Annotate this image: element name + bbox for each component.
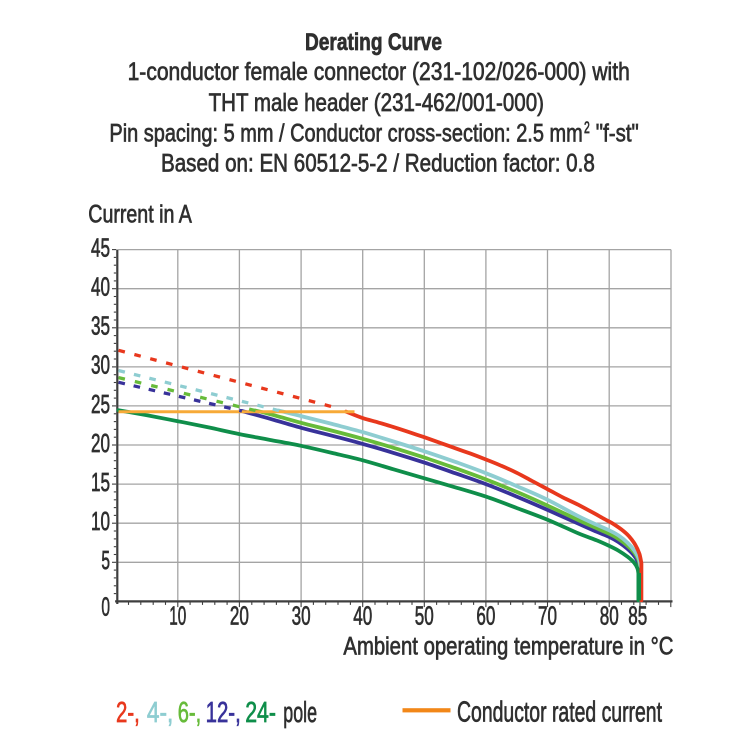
svg-text:4-,: 4-, [147,697,173,729]
svg-text:80: 80 [600,601,619,631]
svg-text:Ambient operating temperature: Ambient operating temperature in °C [343,633,673,661]
svg-text:25: 25 [91,389,110,419]
svg-text:20: 20 [230,601,249,631]
svg-text:Based on: EN 60512-5-2 / Reduc: Based on: EN 60512-5-2 / Reduction facto… [161,150,595,178]
svg-text:10: 10 [169,601,186,631]
svg-text:12-,: 12-, [206,697,241,729]
svg-text:Pin spacing: 5 mm / Conductor: Pin spacing: 5 mm / Conductor cross-sect… [109,120,582,148]
svg-text:Derating Curve: Derating Curve [305,29,442,56]
svg-text:Conductor rated current: Conductor rated current [457,696,662,728]
svg-text:6-,: 6-, [178,697,202,729]
svg-text:40: 40 [353,601,372,631]
svg-text:5: 5 [101,545,110,575]
svg-text:2-,: 2-, [116,697,140,729]
svg-text:2: 2 [584,119,590,137]
svg-text:40: 40 [91,272,110,302]
svg-text:1-conductor female connector (: 1-conductor female connector (231-102/02… [128,58,630,86]
svg-text:60: 60 [476,601,495,631]
svg-text:30: 30 [292,601,311,631]
svg-text:35: 35 [91,311,110,341]
svg-text:70: 70 [538,601,557,631]
svg-text:10: 10 [91,506,110,536]
svg-text:85: 85 [628,601,647,631]
svg-text:"f-st": "f-st" [596,120,639,148]
svg-text:20: 20 [91,428,110,458]
svg-text:pole: pole [283,697,317,729]
svg-text:50: 50 [415,601,434,631]
svg-text:0: 0 [101,591,110,621]
svg-text:30: 30 [91,350,110,380]
svg-text:15: 15 [91,467,110,497]
svg-text:Current in A: Current in A [88,201,192,229]
svg-text:45: 45 [91,232,110,262]
svg-text:24-: 24- [245,697,276,729]
svg-text:THT male header (231-462/001-0: THT male header (231-462/001-000) [209,89,544,117]
